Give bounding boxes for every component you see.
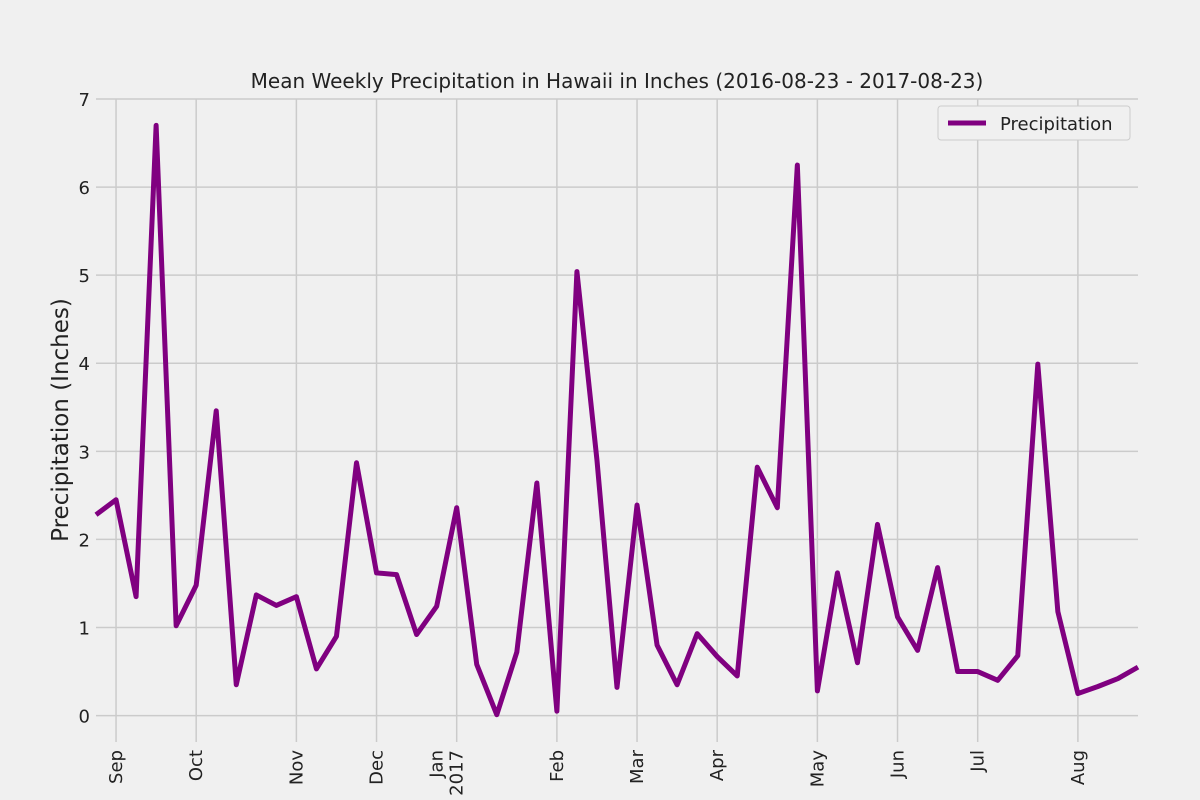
x-tick-label: Feb: [547, 750, 568, 782]
y-tick-label: 3: [79, 442, 90, 463]
legend-box: [937, 105, 1131, 141]
chart-title: Mean Weekly Precipitation in Hawaii in I…: [251, 69, 984, 93]
x-tick-label: Jan2017: [427, 750, 468, 796]
y-tick-label: 0: [79, 707, 90, 728]
y-tick-label: 4: [79, 354, 90, 375]
x-tick-label: Dec: [367, 750, 388, 785]
y-tick-label: 1: [79, 618, 90, 639]
y-axis-label: Precipitation (Inches): [48, 298, 74, 542]
legend-label: Precipitation: [1000, 114, 1113, 135]
x-tick-label: Jul: [968, 750, 989, 773]
x-tick-label: Sep: [106, 750, 127, 784]
x-tick-label: Nov: [286, 750, 307, 785]
x-tick-label: Apr: [707, 749, 728, 781]
line: [94, 122, 1140, 718]
y-tick-label: 5: [79, 266, 90, 287]
x-tick-label: Oct: [186, 750, 207, 781]
y-tick-label: 7: [79, 90, 90, 111]
x-tick-label: Aug: [1068, 750, 1089, 785]
x-tick-label: May: [807, 750, 828, 788]
y-tick-label: 2: [79, 530, 90, 551]
y-tick-label: 6: [79, 178, 90, 199]
x-tick-label: Jun: [888, 750, 909, 779]
x-tick-label: Mar: [627, 749, 648, 784]
